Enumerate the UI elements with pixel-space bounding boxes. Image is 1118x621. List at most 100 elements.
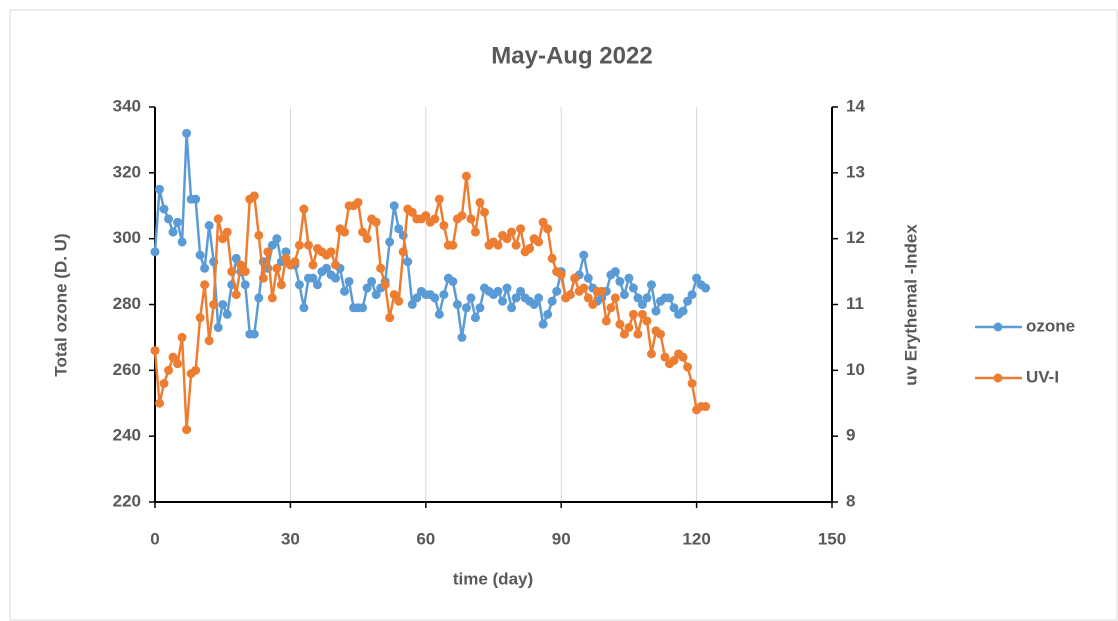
data-point <box>687 290 697 300</box>
y2-tick-label: 8 <box>846 491 855 510</box>
data-point <box>209 300 219 309</box>
data-point <box>195 250 205 260</box>
data-point <box>615 319 625 329</box>
data-point <box>448 276 458 286</box>
data-point <box>376 263 386 273</box>
data-point <box>380 280 390 290</box>
data-point <box>479 207 489 217</box>
data-point <box>534 293 544 303</box>
data-point <box>236 260 246 270</box>
data-point <box>601 316 611 326</box>
data-point <box>389 201 399 211</box>
data-point <box>642 316 652 326</box>
legend-label: ozone <box>1026 316 1075 335</box>
data-point <box>683 362 693 372</box>
data-point <box>475 303 485 313</box>
data-point <box>326 247 336 257</box>
data-point <box>439 290 449 300</box>
data-point <box>552 286 562 296</box>
data-point <box>371 290 381 300</box>
data-point <box>218 300 228 309</box>
data-point <box>466 293 476 303</box>
data-point <box>466 214 476 224</box>
data-point <box>168 227 178 237</box>
data-point <box>407 207 417 217</box>
data-point <box>470 227 480 237</box>
data-point <box>597 286 607 296</box>
data-point <box>240 280 250 290</box>
data-point <box>579 250 589 260</box>
data-point <box>331 260 341 270</box>
data-point <box>389 290 399 300</box>
data-point <box>195 313 205 323</box>
data-point <box>385 237 395 247</box>
data-point <box>543 224 553 234</box>
data-point <box>529 300 539 309</box>
data-point <box>362 234 372 244</box>
data-point <box>204 336 214 346</box>
data-point <box>281 247 291 257</box>
data-point <box>534 237 544 247</box>
x-tick-label: 30 <box>281 529 300 548</box>
data-point <box>371 217 381 227</box>
data-point <box>150 247 160 257</box>
data-point <box>448 240 458 250</box>
data-point <box>651 306 661 316</box>
y-tick-label: 280 <box>113 294 141 313</box>
data-point <box>678 352 688 362</box>
y-tick-label: 240 <box>113 426 141 445</box>
data-point <box>263 247 273 257</box>
data-point <box>588 300 598 309</box>
data-point <box>258 273 268 283</box>
data-point <box>394 224 404 234</box>
data-point <box>470 313 480 323</box>
data-point <box>579 283 589 293</box>
data-point <box>159 379 169 388</box>
data-point <box>516 286 526 296</box>
data-point <box>619 329 629 339</box>
y2-tick-label: 11 <box>846 294 864 313</box>
data-point <box>353 197 363 207</box>
data-point <box>619 290 629 300</box>
data-point <box>547 253 557 263</box>
data-point <box>511 240 521 250</box>
data-point <box>177 332 187 342</box>
data-point <box>344 276 354 286</box>
data-point <box>502 234 512 244</box>
data-point <box>227 267 237 277</box>
data-point <box>615 276 625 286</box>
data-point <box>457 211 467 221</box>
data-point <box>164 214 174 224</box>
data-point <box>525 244 535 254</box>
data-point <box>331 273 341 283</box>
data-point <box>249 191 259 201</box>
data-point <box>493 286 503 296</box>
data-point <box>642 293 652 303</box>
data-point <box>543 309 553 319</box>
x-tick-label: 60 <box>416 529 435 548</box>
data-point <box>583 293 593 303</box>
data-point <box>683 296 693 306</box>
data-point <box>312 280 322 290</box>
data-point <box>254 230 264 240</box>
data-point <box>308 273 318 283</box>
data-point <box>249 329 259 339</box>
data-point <box>687 379 697 388</box>
data-point <box>556 270 566 280</box>
data-point <box>308 260 318 270</box>
data-point <box>660 352 670 362</box>
data-point <box>213 214 223 224</box>
data-point <box>646 280 656 290</box>
data-point <box>204 221 214 230</box>
legend-marker <box>993 322 1003 332</box>
data-point <box>213 323 223 333</box>
data-point <box>294 240 304 250</box>
data-point <box>362 283 372 293</box>
y2-axis-title: uv Erythemal -Index <box>901 224 920 386</box>
y2-tick-label: 13 <box>846 162 865 181</box>
x-tick-label: 150 <box>818 529 846 548</box>
data-point <box>231 290 241 300</box>
data-point <box>669 303 679 313</box>
y2-tick-label: 9 <box>846 426 855 445</box>
